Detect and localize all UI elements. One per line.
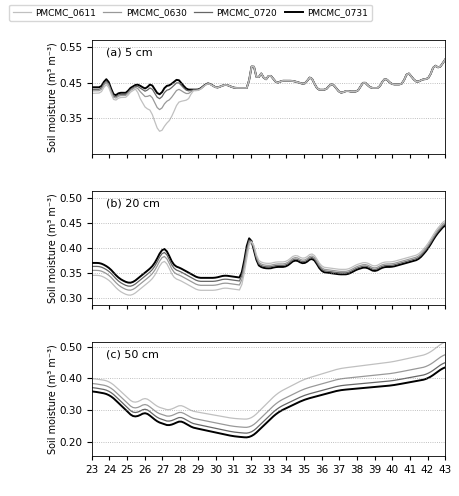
Y-axis label: Soil moisture (m³ m⁻³): Soil moisture (m³ m⁻³)	[48, 42, 57, 152]
PMCMC_0731	[186, 87, 191, 93]
PMCMC_0611	[205, 81, 211, 87]
PMCMC_0630	[157, 107, 162, 113]
PMCMC_0630	[365, 82, 370, 88]
PMCMC_0630	[336, 88, 341, 94]
PMCMC_0720	[285, 78, 291, 84]
PMCMC_0731	[205, 80, 211, 86]
Legend: PMCMC_0611, PMCMC_0630, PMCMC_0720, PMCMC_0731: PMCMC_0611, PMCMC_0630, PMCMC_0720, PMCM…	[9, 4, 372, 21]
PMCMC_0720	[157, 96, 162, 102]
Text: (b) 20 cm: (b) 20 cm	[106, 199, 160, 209]
Text: (c) 50 cm: (c) 50 cm	[106, 350, 159, 360]
PMCMC_0720	[205, 80, 211, 86]
PMCMC_0630	[370, 85, 375, 91]
PMCMC_0731	[336, 88, 341, 94]
PMCMC_0731	[285, 78, 291, 84]
PMCMC_0611	[285, 78, 291, 84]
PMCMC_0720	[442, 57, 448, 62]
PMCMC_0630	[186, 90, 191, 96]
PMCMC_0611	[365, 82, 370, 88]
PMCMC_0611	[442, 57, 448, 62]
PMCMC_0720	[370, 85, 375, 91]
PMCMC_0630	[205, 81, 211, 87]
PMCMC_0731	[113, 92, 119, 98]
PMCMC_0720	[186, 88, 191, 94]
PMCMC_0720	[89, 86, 95, 92]
PMCMC_0630	[285, 78, 291, 84]
PMCMC_0611	[336, 88, 341, 94]
Line: PMCMC_0720: PMCMC_0720	[92, 60, 445, 99]
Line: PMCMC_0611: PMCMC_0611	[92, 60, 445, 131]
PMCMC_0720	[365, 82, 370, 88]
PMCMC_0611	[157, 128, 162, 134]
PMCMC_0731	[442, 57, 448, 62]
Y-axis label: Soil moisture (m³ m⁻³): Soil moisture (m³ m⁻³)	[48, 193, 57, 303]
Line: PMCMC_0731: PMCMC_0731	[92, 60, 445, 95]
PMCMC_0611	[370, 85, 375, 91]
PMCMC_0630	[442, 57, 448, 62]
PMCMC_0611	[89, 90, 95, 96]
PMCMC_0731	[370, 85, 375, 91]
PMCMC_0630	[89, 88, 95, 94]
PMCMC_0611	[186, 96, 191, 102]
Text: (a) 5 cm: (a) 5 cm	[106, 48, 152, 58]
PMCMC_0731	[365, 82, 370, 88]
PMCMC_0731	[89, 84, 95, 90]
Line: PMCMC_0630: PMCMC_0630	[92, 60, 445, 110]
Y-axis label: Soil moisture (m³ m⁻³): Soil moisture (m³ m⁻³)	[48, 344, 58, 454]
PMCMC_0720	[336, 88, 341, 94]
